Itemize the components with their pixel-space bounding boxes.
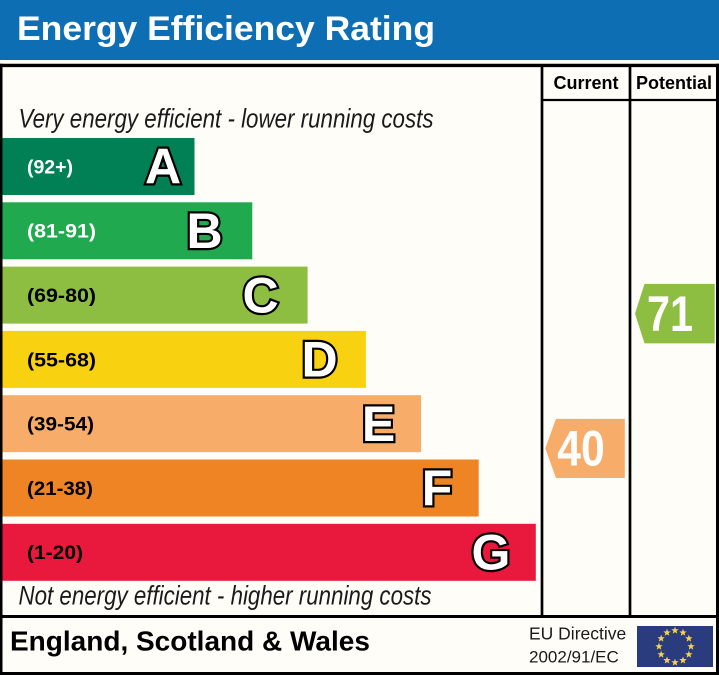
svg-text:B: B bbox=[186, 203, 222, 259]
svg-text:G: G bbox=[472, 525, 511, 581]
svg-text:Not energy efficient - higher: Not energy efficient - higher running co… bbox=[19, 581, 432, 611]
svg-text:D: D bbox=[301, 332, 337, 388]
svg-text:Energy Efficiency Rating: Energy Efficiency Rating bbox=[17, 10, 435, 48]
svg-text:40: 40 bbox=[557, 421, 605, 477]
svg-text:E: E bbox=[362, 396, 395, 452]
svg-text:Very energy efficient - lower: Very energy efficient - lower running co… bbox=[19, 104, 434, 134]
svg-text:(21-38): (21-38) bbox=[27, 479, 93, 500]
svg-text:C: C bbox=[242, 267, 278, 323]
svg-text:F: F bbox=[422, 460, 453, 516]
svg-text:A: A bbox=[145, 139, 181, 195]
svg-text:(55-68): (55-68) bbox=[27, 350, 96, 371]
svg-text:(1-20): (1-20) bbox=[27, 543, 83, 564]
svg-text:(81-91): (81-91) bbox=[27, 222, 96, 243]
svg-text:71: 71 bbox=[647, 286, 693, 342]
svg-text:England, Scotland & Wales: England, Scotland & Wales bbox=[10, 626, 370, 657]
svg-text:(92+): (92+) bbox=[27, 157, 73, 178]
svg-text:(39-54): (39-54) bbox=[27, 415, 94, 436]
svg-text:Current: Current bbox=[553, 73, 618, 93]
svg-text:(69-80): (69-80) bbox=[27, 286, 96, 307]
svg-text:Potential: Potential bbox=[636, 73, 712, 93]
svg-text:2002/91/EC: 2002/91/EC bbox=[529, 647, 619, 666]
svg-text:EU Directive: EU Directive bbox=[529, 624, 626, 644]
